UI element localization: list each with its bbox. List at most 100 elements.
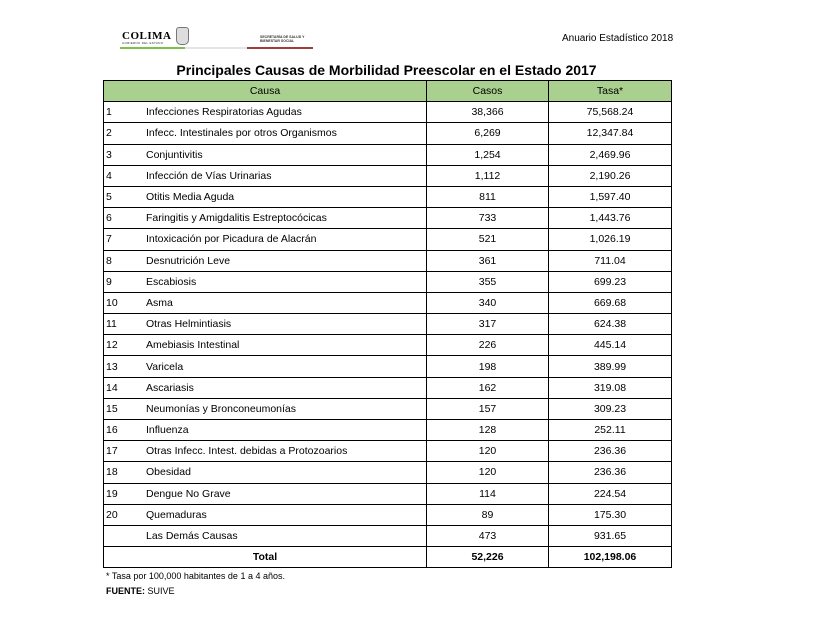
logo-bar-red [247,47,313,49]
logo-bar-green [120,47,185,49]
row-causa: Otitis Media Aguda [126,185,427,209]
row-causa: Amebiasis Intestinal [126,334,427,357]
table-row: 7 Intoxicación por Picadura de Alacrán 521… [103,228,672,251]
colima-logo: COLIMA GOBIERNO DEL ESTADO SECRETARÍA DE… [120,26,320,50]
row-causa: Infecc. Intestinales por otros Organismo… [126,122,427,145]
row-number: 7 [103,228,126,251]
row-casos: 157 [426,397,549,421]
row-number: 20 [103,503,126,526]
row-causa: Faringitis y Amigdalitis Estreptocócicas [126,207,427,230]
row-casos: 355 [426,270,549,293]
row-causa: Desnutrición Leve [126,249,427,272]
table-row: 9 Escabiosis 355 699.23 [103,270,672,293]
table-row: 10 Asma 340 669.68 [103,291,672,315]
row-tasa: 389.99 [548,355,672,378]
row-casos: 317 [426,313,549,336]
table-row: 16 Influenza 128 252.11 [103,418,672,442]
row-number: 13 [103,355,126,378]
row-tasa: 1,026.19 [548,228,672,251]
row-casos: 38,366 [426,101,549,124]
row-causa: Dengue No Grave [126,482,427,505]
total-tasa: 102,198.06 [548,546,672,569]
row-causa: Escabiosis [126,270,427,293]
row-tasa: 624.38 [548,313,672,336]
row-casos: 114 [426,482,549,505]
row-number: 16 [103,418,126,442]
row-casos: 473 [426,524,549,548]
table-row: 12 Amebiasis Intestinal 226 445.14 [103,334,672,357]
table-row: 11 Otras Helmintiasis 317 624.38 [103,313,672,336]
row-casos: 6,269 [426,122,549,145]
row-tasa: 12,347.84 [548,122,672,145]
row-causa: Varicela [126,355,427,378]
table-row: 6 Faringitis y Amigdalitis Estreptocócica… [103,207,672,230]
table-row: 17 Otras Infecc. Intest. debidas a Protoz… [103,440,672,463]
row-tasa: 252.11 [548,418,672,442]
source: FUENTE: SUIVE [106,586,175,596]
row-causa: Neumonías y Bronconeumonías [126,397,427,421]
header-tasa: Tasa* [548,79,672,103]
row-causa: Ascariasis [126,376,427,399]
table-row: 20 Quemaduras 89 175.30 [103,503,672,526]
row-tasa: 309.23 [548,397,672,421]
row-tasa: 711.04 [548,249,672,272]
row-tasa: 931.65 [548,524,672,548]
row-causa: Las Demás Causas [126,524,427,548]
row-number: 1 [103,101,126,124]
row-number: 11 [103,313,126,336]
row-causa: Influenza [126,418,427,442]
row-tasa: 236.36 [548,440,672,463]
row-tasa: 2,190.26 [548,164,672,187]
row-casos: 811 [426,185,549,209]
row-number: 15 [103,397,126,421]
table-row: 19 Dengue No Grave 114 224.54 [103,482,672,505]
table-row: 15 Neumonías y Bronconeumonías 157 309.23 [103,397,672,421]
row-casos: 361 [426,249,549,272]
state-seal-icon [176,27,189,45]
row-causa: Intoxicación por Picadura de Alacrán [126,228,427,251]
row-casos: 1,112 [426,164,549,187]
row-tasa: 224.54 [548,482,672,505]
row-number: 12 [103,334,126,357]
row-tasa: 319.08 [548,376,672,399]
row-tasa: 2,469.96 [548,143,672,166]
row-tasa: 236.36 [548,461,672,484]
row-number [103,524,126,548]
row-casos: 1,254 [426,143,549,166]
row-casos: 120 [426,461,549,484]
row-causa: Quemaduras [126,503,427,526]
source-label: FUENTE: [106,586,145,596]
header-causa: Causa [103,79,427,103]
row-causa: Conjuntivitis [126,143,427,166]
row-number: 18 [103,461,126,484]
row-number: 5 [103,185,126,209]
row-tasa: 75,568.24 [548,101,672,124]
secretaria-text: SECRETARÍA DE SALUD Y BIENESTAR SOCIAL [260,35,305,43]
row-casos: 89 [426,503,549,526]
table-row: 1 Infecciones Respiratorias Agudas 38,366 7… [103,101,672,124]
logo-text: COLIMA [122,30,172,42]
row-number: 6 [103,207,126,230]
row-causa: Infecciones Respiratorias Agudas [126,101,427,124]
yearbook-label: Anuario Estadístico 2018 [562,33,674,44]
row-number: 10 [103,291,126,315]
row-number: 3 [103,143,126,166]
row-causa: Infección de Vías Urinarias [126,164,427,187]
row-tasa: 699.23 [548,270,672,293]
row-tasa: 1,443.76 [548,207,672,230]
table-row: Las Demás Causas 473 931.65 [103,524,672,548]
header-casos: Casos [426,79,549,103]
table-row: 3 Conjuntivitis 1,254 2,469.96 [103,143,672,166]
total-row: Total 52,226 102,198.06 [103,546,672,569]
table-row: 2 Infecc. Intestinales por otros Organism… [103,122,672,145]
row-casos: 128 [426,418,549,442]
row-casos: 162 [426,376,549,399]
row-number: 17 [103,440,126,463]
table-row: 5 Otitis Media Aguda 811 1,597.40 [103,185,672,209]
row-number: 9 [103,270,126,293]
row-casos: 340 [426,291,549,315]
row-number: 19 [103,482,126,505]
row-number: 2 [103,122,126,145]
row-casos: 733 [426,207,549,230]
row-casos: 521 [426,228,549,251]
